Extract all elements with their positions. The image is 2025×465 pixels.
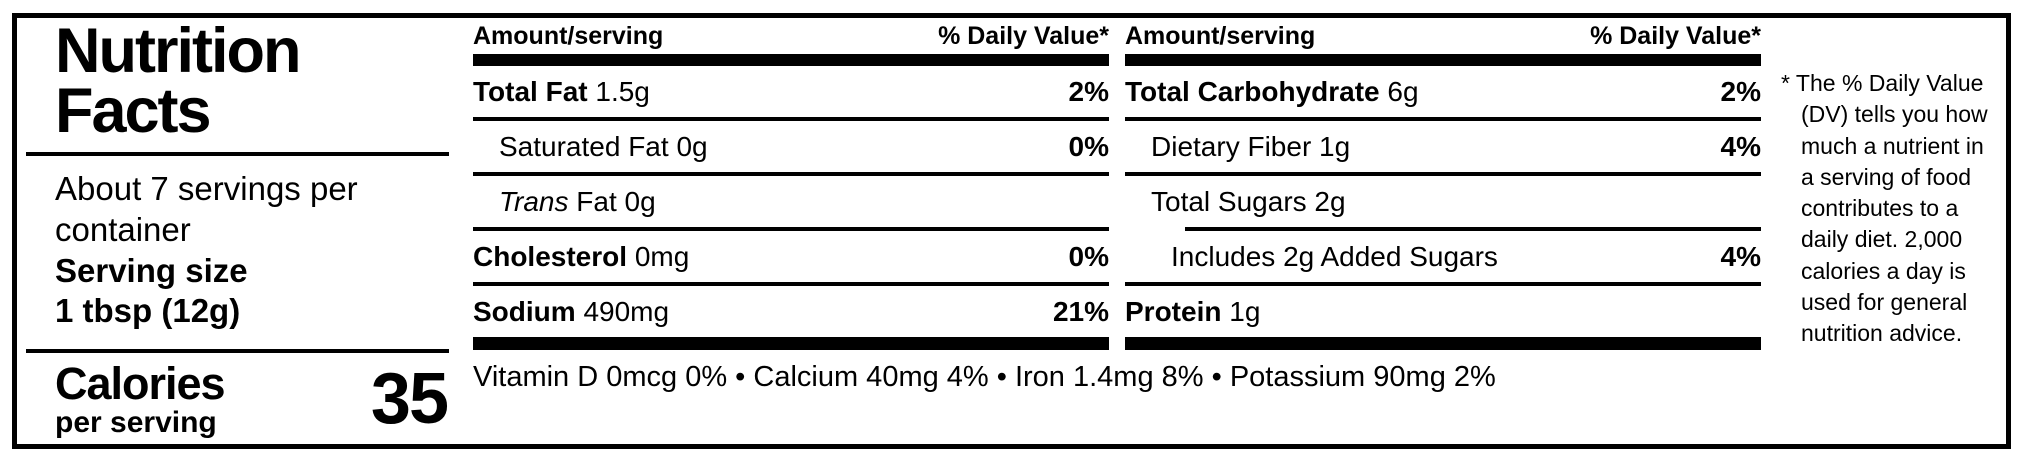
calories-label: Calories — [55, 358, 226, 409]
daily-value-footnote: * The % Daily Value (DV) tells you how m… — [1769, 18, 2006, 444]
column-header: Amount/serving % Daily Value* — [1125, 18, 1761, 54]
nutrient-dv: 2% — [1068, 75, 1109, 107]
nutrient-column-right: Amount/serving % Daily Value* Total Carb… — [1125, 18, 1761, 350]
nutrient-amount: 6g — [1387, 75, 1419, 107]
serving-size-label: Serving size — [55, 251, 248, 289]
thick-bar — [473, 54, 1109, 66]
nutrient-name: Protein — [1125, 295, 1222, 327]
identity-panel: Nutrition Facts About 7 servings per con… — [17, 18, 449, 444]
micronutrients-line: Vitamin D 0mcg 0% • Calcium 40mg 4% • Ir… — [473, 361, 1496, 393]
thick-bar — [473, 337, 1109, 350]
divider — [1185, 227, 1761, 231]
divider — [1125, 172, 1761, 176]
nutrient-row: Cholesterol 0mg 0% — [473, 231, 1109, 282]
nutrient-row: Trans Fat 0g — [473, 176, 1109, 227]
divider — [1125, 282, 1761, 286]
nutrient-row: Dietary Fiber 1g 4% — [1125, 121, 1761, 172]
nutrient-dv: 2% — [1720, 75, 1761, 107]
nutrients-panel: Amount/serving % Daily Value* Total Fat … — [449, 18, 1769, 444]
nutrient-row: Sodium 490mg 21% — [473, 286, 1109, 337]
calories-row: Calories per serving 35 — [26, 353, 449, 438]
amount-serving-header: Amount/serving — [473, 22, 664, 50]
thick-bar — [1125, 337, 1761, 350]
title-line-1: Nutrition — [55, 16, 301, 86]
servings-per-container: About 7 servings per container — [55, 169, 358, 249]
daily-value-header: % Daily Value* — [1590, 22, 1761, 50]
nutrient-amount: 1g — [1319, 130, 1351, 162]
nutrient-columns: Amount/serving % Daily Value* Total Fat … — [473, 18, 1761, 350]
column-header: Amount/serving % Daily Value* — [473, 18, 1109, 54]
amount-serving-header: Amount/serving — [1125, 22, 1316, 50]
nutrient-name: Total Sugars — [1151, 185, 1307, 217]
nutrient-row: Total Carbohydrate 6g 2% — [1125, 66, 1761, 117]
nutrient-row: Total Fat 1.5g 2% — [473, 66, 1109, 117]
nutrient-name: Includes 2g Added Sugars — [1171, 240, 1498, 272]
nutrient-amount: 1g — [1229, 295, 1261, 327]
thick-bar — [1125, 54, 1761, 66]
nutrient-row: Total Sugars 2g — [1125, 176, 1761, 227]
nutrient-name: Saturated Fat — [499, 130, 669, 162]
nutrient-dv: 0% — [1068, 130, 1109, 162]
nutrient-dv: 4% — [1720, 130, 1761, 162]
divider — [1125, 117, 1761, 121]
divider — [473, 282, 1109, 286]
nutrient-amount: 2g — [1314, 185, 1346, 217]
nutrient-column-left: Amount/serving % Daily Value* Total Fat … — [473, 18, 1109, 350]
nutrient-row: Protein 1g — [1125, 286, 1761, 337]
nutrient-name: Cholesterol — [473, 240, 628, 272]
divider — [473, 172, 1109, 176]
nutrient-amount: Fat 0g — [576, 185, 656, 217]
nutrient-name: Total Carbohydrate — [1125, 75, 1380, 107]
divider — [473, 227, 1109, 231]
nutrition-facts-title: Nutrition Facts — [26, 16, 449, 146]
nutrient-dv: 0% — [1068, 240, 1109, 272]
nutrient-row: Saturated Fat 0g 0% — [473, 121, 1109, 172]
nutrient-name: Dietary Fiber — [1151, 130, 1312, 162]
nutrient-name: Total Fat — [473, 75, 588, 107]
calories-sublabel: per serving — [55, 406, 217, 439]
nutrient-name: Sodium — [473, 295, 576, 327]
daily-value-footnote-text: * The % Daily Value (DV) tells you how m… — [1781, 70, 1988, 347]
title-line-2: Facts — [55, 75, 212, 146]
calories-value: 35 — [370, 359, 449, 440]
calories-labels: Calories per serving — [55, 358, 226, 439]
divider — [26, 349, 449, 353]
nutrient-amount: 1.5g — [595, 75, 650, 107]
divider — [26, 151, 449, 156]
daily-value-header: % Daily Value* — [938, 22, 1109, 50]
nutrient-name: Trans — [499, 185, 569, 217]
divider — [473, 117, 1109, 121]
serving-size-value: 1 tbsp (12g) — [55, 292, 241, 330]
nutrient-dv: 4% — [1720, 240, 1761, 272]
nutrition-facts-label: Nutrition Facts About 7 servings per con… — [12, 13, 2011, 449]
nutrient-dv: 21% — [1052, 295, 1109, 327]
nutrient-amount: 0g — [676, 130, 708, 162]
nutrient-amount: 490mg — [583, 295, 670, 327]
nutrient-amount: 0mg — [634, 240, 690, 272]
nutrient-row: Includes 2g Added Sugars 4% — [1125, 231, 1761, 282]
